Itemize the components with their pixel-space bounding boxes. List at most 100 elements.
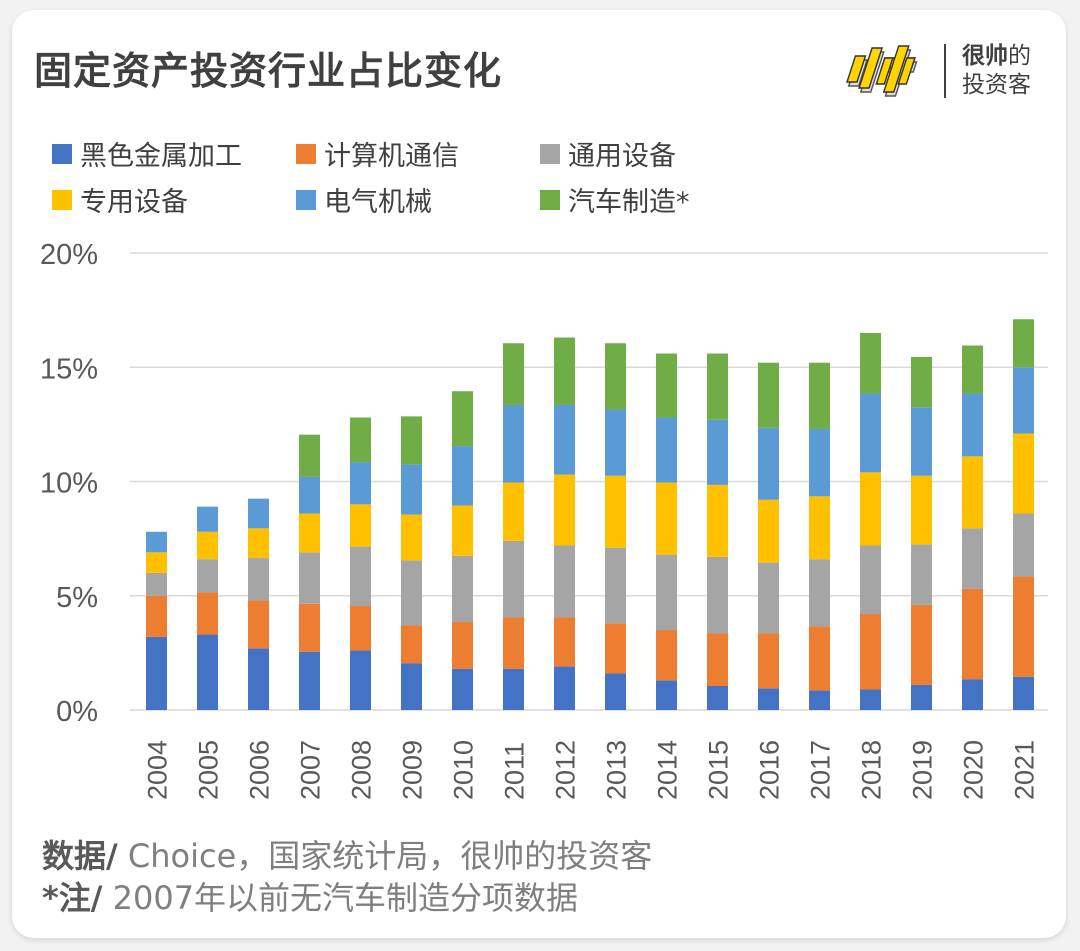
bar-segment bbox=[707, 686, 728, 710]
y-tick-label: 5% bbox=[56, 582, 98, 614]
bar-segment bbox=[656, 680, 677, 710]
y-tick-label: 20% bbox=[40, 239, 98, 271]
bar-segment bbox=[1013, 676, 1034, 710]
note-label: *注/ bbox=[42, 879, 103, 917]
x-tick-label: 2010 bbox=[449, 740, 479, 800]
bar-segment bbox=[1013, 576, 1034, 677]
bar-segment bbox=[962, 588, 983, 680]
bar-segment bbox=[452, 622, 473, 669]
bar-segment bbox=[809, 626, 830, 691]
x-tick-label: 2011 bbox=[500, 742, 530, 800]
y-tick-label: 10% bbox=[40, 468, 98, 500]
bar-segment bbox=[758, 688, 779, 710]
bar-segment bbox=[605, 547, 626, 624]
bar-segment bbox=[605, 409, 626, 476]
bar-segment bbox=[554, 474, 575, 546]
bar-segment bbox=[911, 356, 932, 408]
bar-segment bbox=[707, 556, 728, 634]
legend-item-special-equipment: 专用设备 bbox=[52, 180, 188, 219]
bar-segment bbox=[299, 651, 320, 710]
bar-segment bbox=[452, 555, 473, 623]
bar-segment bbox=[503, 668, 524, 710]
bar-segment bbox=[860, 545, 881, 615]
bar-segment bbox=[1013, 433, 1034, 514]
bar-segment bbox=[350, 462, 371, 505]
legend-label: 专用设备 bbox=[80, 187, 188, 218]
bar-segment bbox=[809, 428, 830, 497]
x-tick-label: 2015 bbox=[704, 740, 734, 800]
legend-label: 电气机械 bbox=[324, 187, 432, 218]
bar-segment bbox=[911, 475, 932, 545]
bar-segment bbox=[554, 617, 575, 667]
bar-segment bbox=[1013, 319, 1034, 368]
bar-segment bbox=[809, 559, 830, 627]
bar-segment bbox=[146, 636, 167, 710]
bar-segment bbox=[707, 419, 728, 485]
bar-segment bbox=[656, 630, 677, 681]
bar-segment bbox=[452, 505, 473, 556]
bar-segment bbox=[503, 617, 524, 669]
bar-segment bbox=[401, 416, 422, 465]
bar-segment bbox=[656, 353, 677, 418]
bar-segment bbox=[452, 391, 473, 447]
x-tick-label: 2007 bbox=[296, 740, 326, 800]
bar-segment bbox=[1013, 367, 1034, 434]
bar-segment bbox=[758, 562, 779, 634]
bar-segment bbox=[350, 417, 371, 463]
bar-segment bbox=[146, 572, 167, 596]
bar-segment bbox=[656, 554, 677, 631]
x-tick-label: 2009 bbox=[398, 740, 428, 800]
bar-segment bbox=[350, 546, 371, 607]
legend-swatch bbox=[52, 143, 72, 164]
bar-segment bbox=[197, 531, 218, 560]
bar-segment bbox=[860, 614, 881, 690]
bar-segment bbox=[299, 513, 320, 553]
bar-segment bbox=[299, 552, 320, 604]
source-label: 数据/ bbox=[42, 837, 118, 875]
source-text: Choice，国家统计局，很帅的投资客 bbox=[117, 837, 653, 875]
note-line: *注/ 2007年以前无汽车制造分项数据 bbox=[42, 877, 652, 919]
legend-item-auto: 汽车制造* bbox=[540, 180, 690, 219]
bar-segment bbox=[605, 623, 626, 674]
bar-segment bbox=[350, 606, 371, 651]
x-tick-label: 2021 bbox=[1010, 740, 1040, 800]
bar-segment bbox=[452, 668, 473, 710]
brand-logo: 很帅的 投资客 bbox=[840, 38, 1050, 104]
bar-segment bbox=[758, 427, 779, 500]
bar-segment bbox=[197, 506, 218, 532]
bar-segment bbox=[758, 633, 779, 689]
y-tick-label: 0% bbox=[56, 696, 98, 728]
chart-title: 固定资产投资行业占比变化 bbox=[34, 49, 503, 93]
legend-label: 汽车制造* bbox=[568, 187, 690, 218]
bar-segment bbox=[299, 434, 320, 477]
bar-segment bbox=[605, 673, 626, 710]
bar-segment bbox=[350, 650, 371, 710]
legend-item-general-equipment: 通用设备 bbox=[540, 134, 676, 173]
bar-segment bbox=[911, 684, 932, 710]
legend-swatch bbox=[540, 189, 560, 210]
bar-segment bbox=[911, 544, 932, 605]
x-tick-label: 2018 bbox=[857, 740, 887, 800]
bar-segment bbox=[248, 498, 269, 529]
bar-segment bbox=[248, 600, 269, 649]
bar-segment bbox=[503, 482, 524, 541]
legend-swatch bbox=[540, 143, 560, 164]
bar-segment bbox=[758, 362, 779, 428]
bar-segment bbox=[860, 332, 881, 394]
chart-footer: 数据/ Choice，国家统计局，很帅的投资客 *注/ 2007年以前无汽车制造… bbox=[42, 835, 652, 919]
bar-segment bbox=[554, 404, 575, 475]
x-tick-label: 2012 bbox=[551, 740, 581, 800]
x-tick-label: 2006 bbox=[245, 740, 275, 800]
bar-segment bbox=[401, 663, 422, 710]
brand-name-bold: 很帅 bbox=[962, 43, 1008, 69]
bar-segment bbox=[860, 689, 881, 710]
bar-segment bbox=[503, 540, 524, 618]
x-tick-label: 2016 bbox=[755, 740, 785, 800]
bar-segment bbox=[197, 592, 218, 635]
legend-item-computer: 计算机通信 bbox=[296, 134, 459, 173]
x-tick-label: 2004 bbox=[143, 740, 173, 800]
x-tick-label: 2017 bbox=[806, 740, 836, 800]
bar-segment bbox=[962, 456, 983, 529]
bar-segment bbox=[554, 666, 575, 710]
